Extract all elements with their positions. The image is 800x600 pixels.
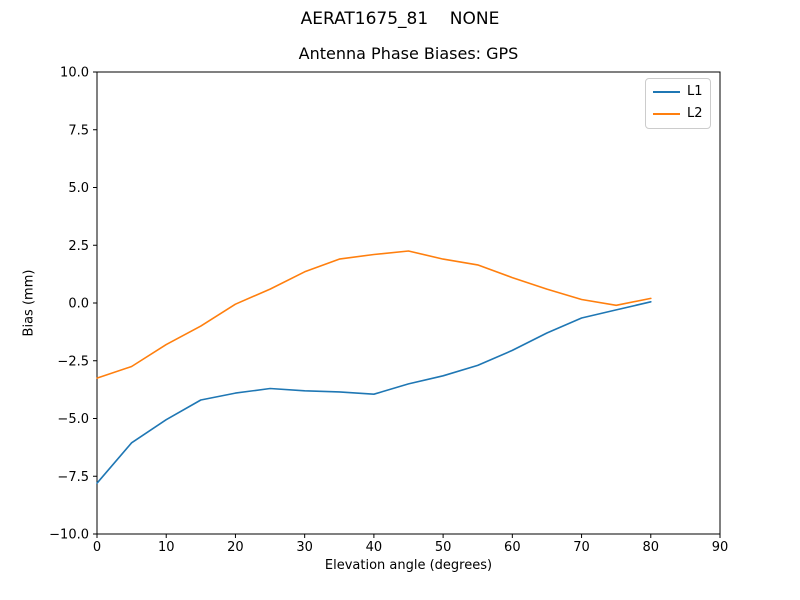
x-tick-label: 40 xyxy=(366,540,383,555)
axes-title: Antenna Phase Biases: GPS xyxy=(298,44,519,63)
y-tick-label: 0.0 xyxy=(68,297,89,312)
y-tick-label: 7.5 xyxy=(68,123,89,138)
y-tick-label: 10.0 xyxy=(60,66,89,81)
y-tick-label: −10.0 xyxy=(49,528,89,543)
y-tick-label: −7.5 xyxy=(57,470,89,485)
l1-line-swatch xyxy=(653,91,680,93)
x-tick-label: 20 xyxy=(227,540,244,555)
x-tick-label: 70 xyxy=(573,540,590,555)
x-tick-label: 80 xyxy=(643,540,660,555)
series-line-l2 xyxy=(96,250,652,379)
x-tick-label: 0 xyxy=(93,540,101,555)
y-tick-label: 5.0 xyxy=(68,181,89,196)
x-axis-label: Elevation angle (degrees) xyxy=(324,558,493,573)
y-axis-label: Bias (mm) xyxy=(21,269,37,337)
legend-item-l1: L1 xyxy=(653,84,703,100)
x-tick-label: 30 xyxy=(296,540,313,555)
y-tick-label: −2.5 xyxy=(57,354,89,369)
legend-label-l2: L2 xyxy=(687,106,703,121)
legend-item-l2: L2 xyxy=(653,106,703,122)
y-tick-label: −5.0 xyxy=(57,412,89,427)
legend: L1 L2 xyxy=(645,78,711,129)
figure-suptitle: AERAT1675_81 NONE xyxy=(300,9,500,29)
series-line-l1 xyxy=(96,300,652,485)
x-tick-label: 90 xyxy=(712,540,729,555)
y-tick-label: 2.5 xyxy=(68,239,89,254)
l2-line-swatch xyxy=(653,113,680,115)
x-tick-label: 60 xyxy=(504,540,521,555)
legend-label-l1: L1 xyxy=(687,84,703,99)
x-tick-label: 10 xyxy=(158,540,175,555)
x-tick-label: 50 xyxy=(435,540,452,555)
